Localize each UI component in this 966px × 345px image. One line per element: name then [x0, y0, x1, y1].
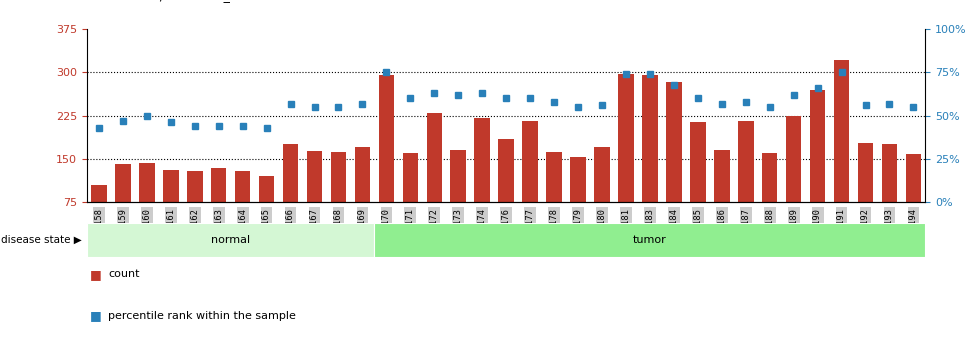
- Bar: [834, 60, 849, 245]
- Bar: [810, 90, 825, 245]
- Bar: [259, 176, 274, 245]
- Bar: [330, 152, 346, 245]
- Bar: [211, 168, 226, 245]
- Bar: [283, 144, 298, 245]
- Bar: [403, 153, 418, 245]
- Bar: [498, 139, 514, 245]
- Bar: [115, 165, 130, 245]
- Bar: [618, 73, 634, 245]
- Bar: [427, 113, 442, 245]
- Text: ■: ■: [90, 268, 101, 281]
- Text: disease state ▶: disease state ▶: [1, 235, 82, 245]
- Bar: [375, 223, 925, 257]
- Text: normal: normal: [212, 235, 250, 245]
- Bar: [355, 147, 370, 245]
- Bar: [187, 171, 203, 245]
- Bar: [594, 147, 610, 245]
- Bar: [379, 75, 394, 245]
- Bar: [858, 142, 873, 245]
- Text: GDS1363 / 1374717_at: GDS1363 / 1374717_at: [97, 0, 242, 2]
- Bar: [87, 223, 375, 257]
- Bar: [307, 151, 323, 245]
- Bar: [738, 121, 753, 245]
- Bar: [523, 121, 538, 245]
- Text: ■: ■: [90, 309, 101, 322]
- Bar: [547, 152, 562, 245]
- Text: count: count: [108, 269, 140, 279]
- Bar: [786, 116, 802, 245]
- Bar: [163, 170, 179, 245]
- Bar: [762, 153, 778, 245]
- Bar: [91, 185, 106, 245]
- Bar: [714, 150, 729, 245]
- Text: percentile rank within the sample: percentile rank within the sample: [108, 311, 296, 321]
- Bar: [882, 144, 897, 245]
- Bar: [235, 171, 250, 245]
- Bar: [906, 154, 922, 245]
- Bar: [642, 75, 658, 245]
- Bar: [570, 157, 585, 245]
- Bar: [450, 150, 466, 245]
- Bar: [690, 122, 705, 245]
- Bar: [474, 118, 490, 245]
- Text: tumor: tumor: [633, 235, 667, 245]
- Bar: [667, 82, 682, 245]
- Bar: [139, 163, 155, 245]
